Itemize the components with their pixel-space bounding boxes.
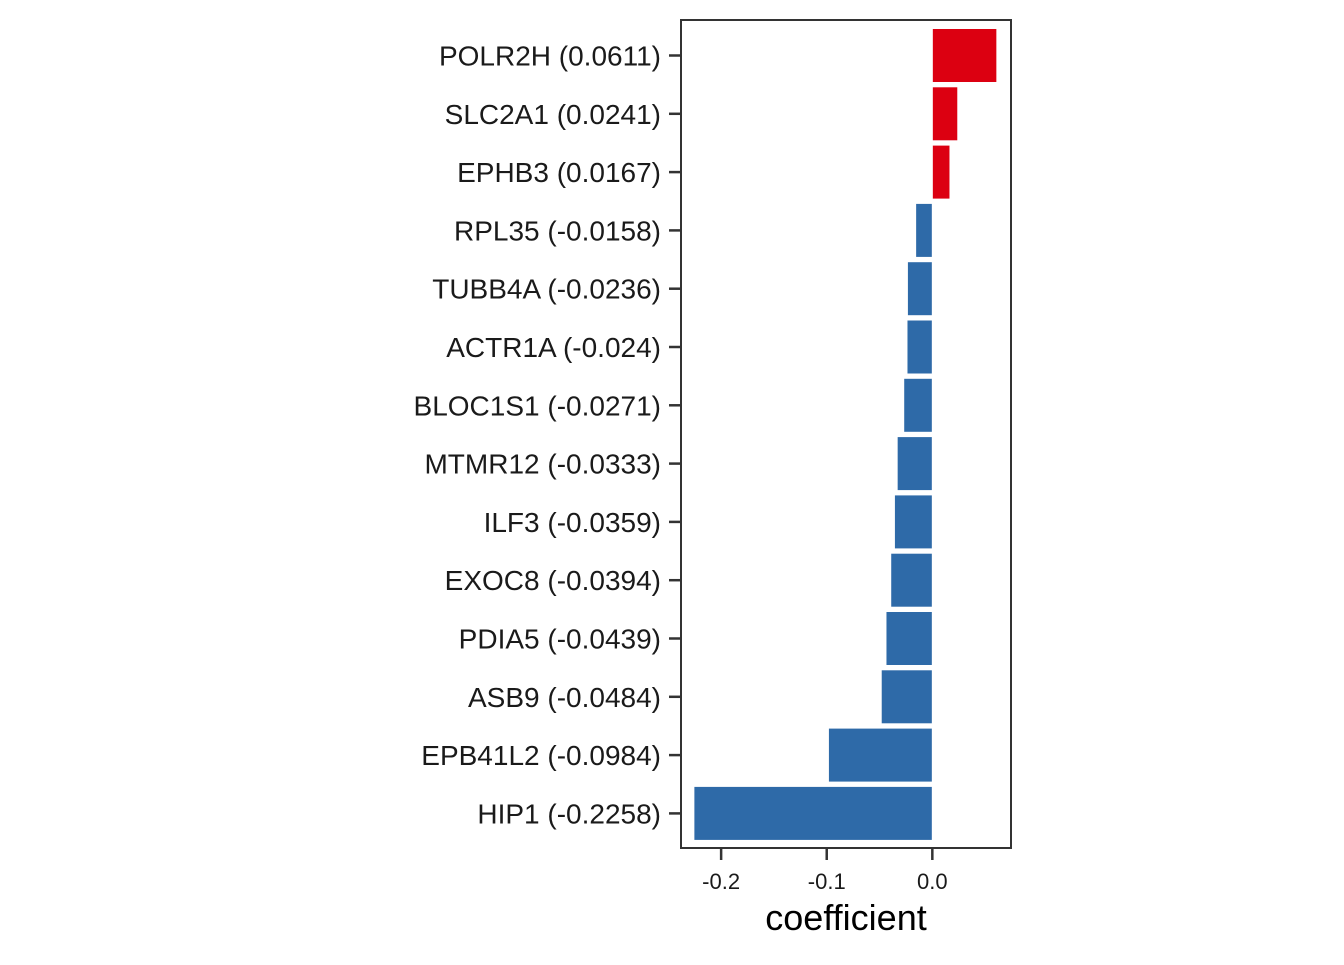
y-axis: POLR2H (0.0611) SLC2A1 (0.0241) EPHB3 (0.0…	[414, 41, 681, 829]
bar-7	[896, 436, 933, 492]
x-tick-label-2: 0.0	[917, 869, 948, 894]
bar-5	[906, 319, 933, 375]
bar-12	[827, 727, 933, 783]
y-tick-label-3: RPL35 (-0.0158)	[454, 215, 661, 246]
bar-8	[893, 494, 933, 550]
bar-6	[903, 377, 933, 433]
panel-border	[680, 19, 1012, 849]
y-tick-label-8: ILF3 (-0.0359)	[484, 507, 661, 538]
y-tick-label-2: EPHB3 (0.0167)	[457, 157, 661, 188]
y-tick-label-5: ACTR1A (-0.024)	[446, 332, 661, 363]
bar-9	[890, 552, 933, 608]
bar-4	[906, 261, 933, 317]
bars-layer	[693, 28, 998, 841]
bar-0	[931, 28, 998, 83]
y-tick-label-6: BLOC1S1 (-0.0271)	[414, 390, 661, 421]
y-tick-label-7: MTMR12 (-0.0333)	[424, 449, 661, 480]
x-tick-label-0: -0.2	[702, 869, 740, 894]
y-tick-label-1: SLC2A1 (0.0241)	[445, 99, 661, 130]
y-tick-label-4: TUBB4A (-0.0236)	[432, 274, 661, 305]
x-axis: -0.2 -0.1 0.0	[702, 848, 948, 894]
y-tick-label-13: HIP1 (-0.2258)	[477, 798, 661, 829]
bar-11	[880, 669, 933, 725]
bar-1	[931, 86, 959, 142]
x-axis-title: coefficient	[765, 897, 926, 938]
y-tick-label-11: ASB9 (-0.0484)	[468, 682, 661, 713]
bar-10	[885, 611, 933, 666]
bar-13	[693, 785, 933, 841]
y-tick-label-12: EPB41L2 (-0.0984)	[421, 740, 661, 771]
bar-3	[915, 202, 933, 258]
x-tick-label-1: -0.1	[808, 869, 846, 894]
y-tick-label-10: PDIA5 (-0.0439)	[459, 624, 661, 655]
y-tick-label-9: EXOC8 (-0.0394)	[445, 565, 661, 596]
bar-2	[931, 144, 951, 200]
y-tick-label-0: POLR2H (0.0611)	[439, 41, 661, 72]
